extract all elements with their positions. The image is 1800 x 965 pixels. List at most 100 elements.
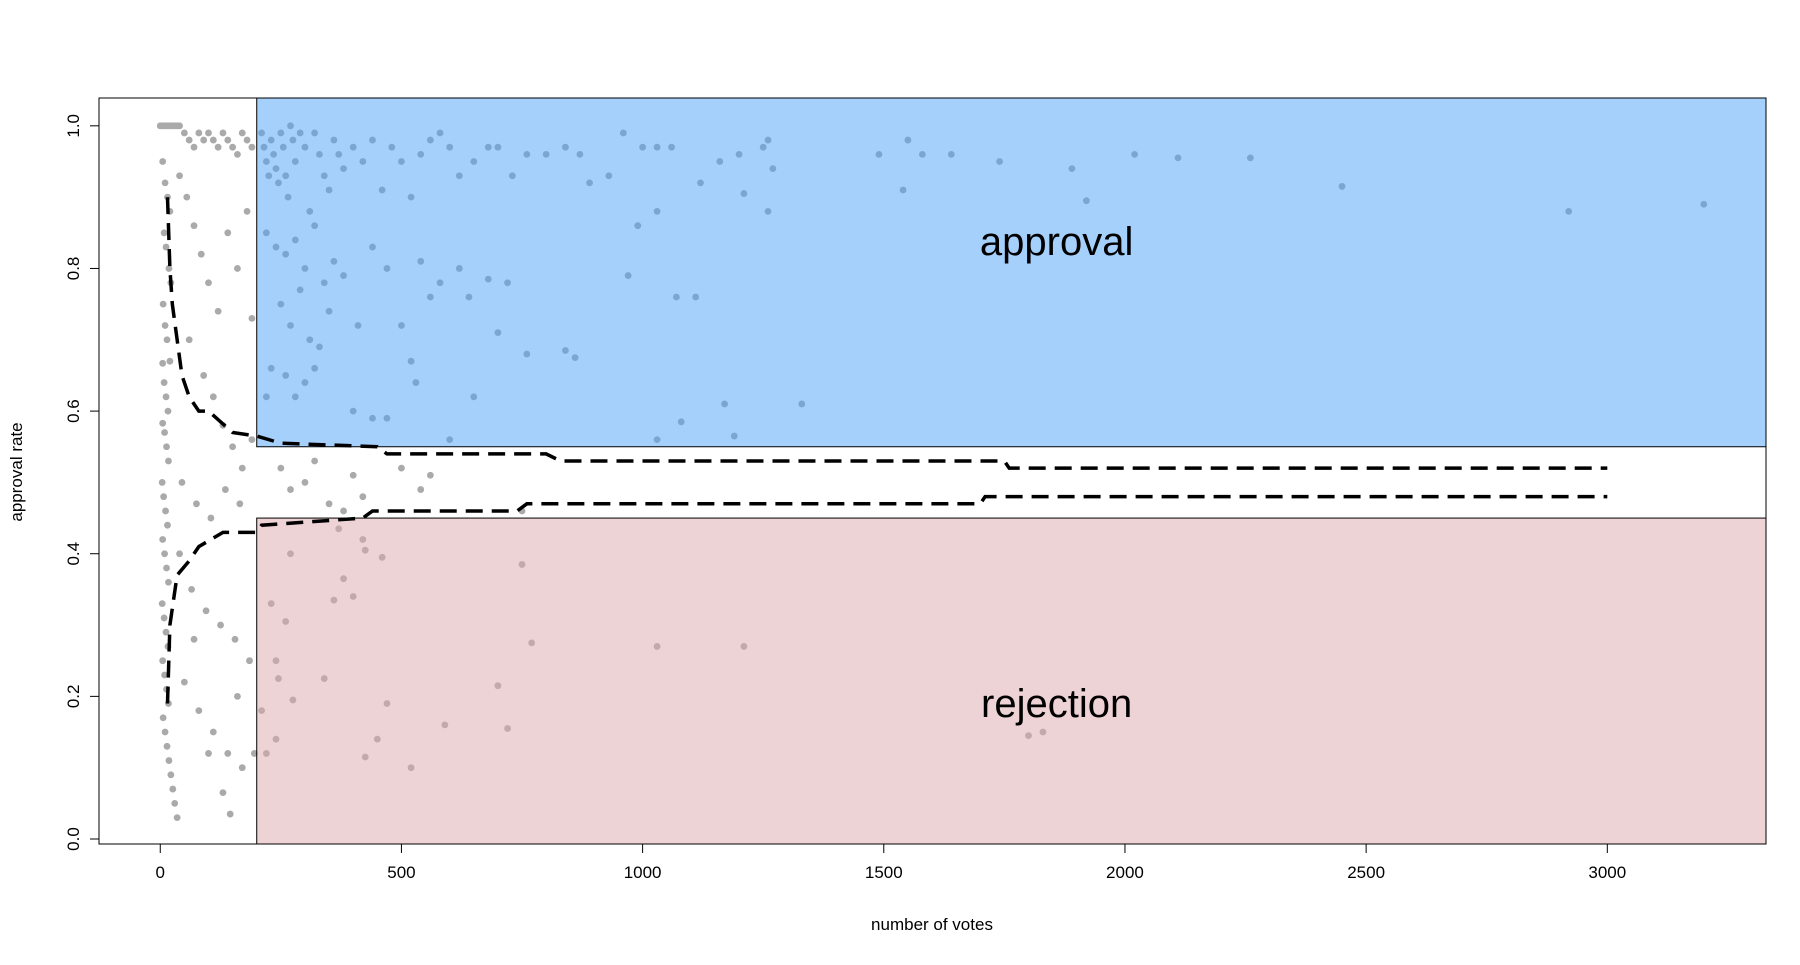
point [238, 464, 246, 472]
point [178, 479, 186, 486]
point [176, 122, 183, 130]
point [183, 193, 191, 201]
x-tick-label: 500 [387, 863, 415, 882]
point [238, 764, 246, 772]
x-tick-label: 2000 [1106, 863, 1144, 882]
point [159, 657, 167, 665]
point [162, 243, 170, 251]
point [160, 493, 168, 501]
point [169, 785, 177, 793]
point [164, 407, 172, 415]
point [171, 799, 179, 807]
point [165, 757, 173, 764]
point [165, 265, 173, 272]
point [159, 536, 167, 543]
point [340, 507, 347, 515]
point [349, 471, 357, 479]
point [159, 359, 167, 367]
x-tick-label: 2500 [1347, 863, 1385, 882]
point [219, 789, 227, 797]
point [160, 229, 168, 237]
point [219, 129, 227, 137]
y-tick-label: 0.8 [64, 257, 83, 281]
point [246, 657, 253, 665]
point [190, 143, 198, 151]
x-tick-label: 0 [156, 863, 165, 882]
point [180, 678, 188, 686]
point [224, 136, 232, 144]
region [256, 97, 1767, 448]
point [163, 336, 171, 344]
point [229, 143, 237, 151]
point [209, 393, 217, 401]
point [205, 750, 212, 757]
point [158, 479, 166, 486]
region [256, 517, 1767, 845]
point [214, 307, 222, 315]
point [165, 457, 172, 465]
point [159, 300, 167, 308]
point [229, 443, 237, 451]
point [301, 479, 309, 486]
point [162, 507, 169, 515]
point [160, 614, 168, 622]
point [161, 550, 168, 558]
point [176, 172, 183, 180]
point [236, 500, 244, 508]
point [158, 600, 166, 608]
point [209, 728, 217, 736]
point [238, 129, 246, 137]
y-tick-label: 0.0 [64, 827, 83, 851]
point [231, 635, 239, 643]
point [162, 393, 170, 401]
point [248, 314, 256, 322]
point [164, 521, 171, 529]
y-tick-label: 1.0 [64, 114, 83, 138]
point [234, 150, 241, 158]
point [311, 457, 319, 465]
point [195, 129, 203, 137]
x-tick-label: 1500 [865, 863, 903, 882]
point [159, 419, 167, 427]
point [159, 158, 167, 165]
point [243, 136, 251, 144]
point [167, 771, 175, 779]
point [287, 486, 294, 493]
point [190, 635, 198, 643]
point [185, 136, 193, 144]
point [159, 714, 167, 722]
point [163, 443, 170, 451]
point [234, 265, 241, 272]
y-tick-label: 0.2 [64, 685, 83, 709]
point [176, 550, 183, 558]
x-tick-label: 3000 [1588, 863, 1626, 882]
y-tick-label: 0.4 [64, 542, 83, 566]
point [224, 229, 232, 237]
point [161, 179, 169, 187]
point [193, 500, 200, 508]
point [217, 621, 224, 629]
point [243, 207, 251, 215]
point [165, 578, 172, 586]
point [224, 750, 232, 757]
point [207, 514, 215, 522]
point [185, 336, 193, 344]
boundary-line [165, 494, 1608, 704]
point [161, 322, 169, 329]
point [163, 742, 171, 750]
x-tick-label: 1000 [624, 863, 662, 882]
point [250, 750, 258, 757]
point [234, 692, 241, 700]
point [398, 464, 405, 472]
point [209, 136, 217, 144]
y-tick-label: 0.6 [64, 399, 83, 423]
point [180, 129, 188, 137]
boundary-line [165, 197, 1608, 470]
point [195, 707, 203, 715]
point [214, 143, 222, 151]
point [248, 143, 256, 151]
region-label: approval [980, 220, 1133, 264]
point [426, 471, 434, 479]
point [162, 628, 170, 636]
